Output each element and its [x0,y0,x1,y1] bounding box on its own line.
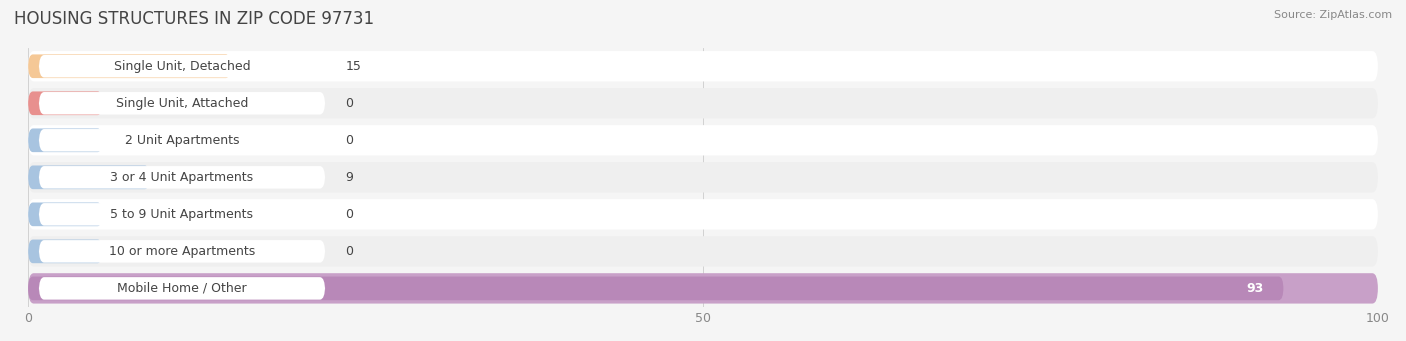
Text: 0: 0 [346,208,353,221]
Text: 15: 15 [346,60,361,73]
FancyBboxPatch shape [28,129,103,152]
FancyBboxPatch shape [28,277,1284,300]
Text: Mobile Home / Other: Mobile Home / Other [117,282,247,295]
FancyBboxPatch shape [28,125,1378,155]
Text: Source: ZipAtlas.com: Source: ZipAtlas.com [1274,10,1392,20]
Text: HOUSING STRUCTURES IN ZIP CODE 97731: HOUSING STRUCTURES IN ZIP CODE 97731 [14,10,374,28]
FancyBboxPatch shape [28,236,1378,267]
FancyBboxPatch shape [39,203,325,226]
FancyBboxPatch shape [28,91,103,115]
Text: Single Unit, Attached: Single Unit, Attached [115,97,249,110]
FancyBboxPatch shape [28,51,1378,81]
Text: 2 Unit Apartments: 2 Unit Apartments [125,134,239,147]
FancyBboxPatch shape [28,199,1378,229]
Text: 5 to 9 Unit Apartments: 5 to 9 Unit Apartments [111,208,253,221]
Text: 0: 0 [346,245,353,258]
FancyBboxPatch shape [39,240,325,263]
Text: 0: 0 [346,134,353,147]
FancyBboxPatch shape [39,55,325,77]
FancyBboxPatch shape [28,88,1378,118]
FancyBboxPatch shape [39,166,325,189]
FancyBboxPatch shape [28,162,1378,193]
FancyBboxPatch shape [28,273,1378,303]
FancyBboxPatch shape [28,165,149,189]
FancyBboxPatch shape [28,203,103,226]
Text: 3 or 4 Unit Apartments: 3 or 4 Unit Apartments [111,171,253,184]
FancyBboxPatch shape [39,92,325,115]
Text: Single Unit, Detached: Single Unit, Detached [114,60,250,73]
Text: 93: 93 [1246,282,1263,295]
FancyBboxPatch shape [28,239,103,263]
Text: 10 or more Apartments: 10 or more Apartments [108,245,254,258]
Text: 9: 9 [346,171,353,184]
FancyBboxPatch shape [39,277,325,300]
FancyBboxPatch shape [39,129,325,151]
FancyBboxPatch shape [28,55,231,78]
Text: 0: 0 [346,97,353,110]
